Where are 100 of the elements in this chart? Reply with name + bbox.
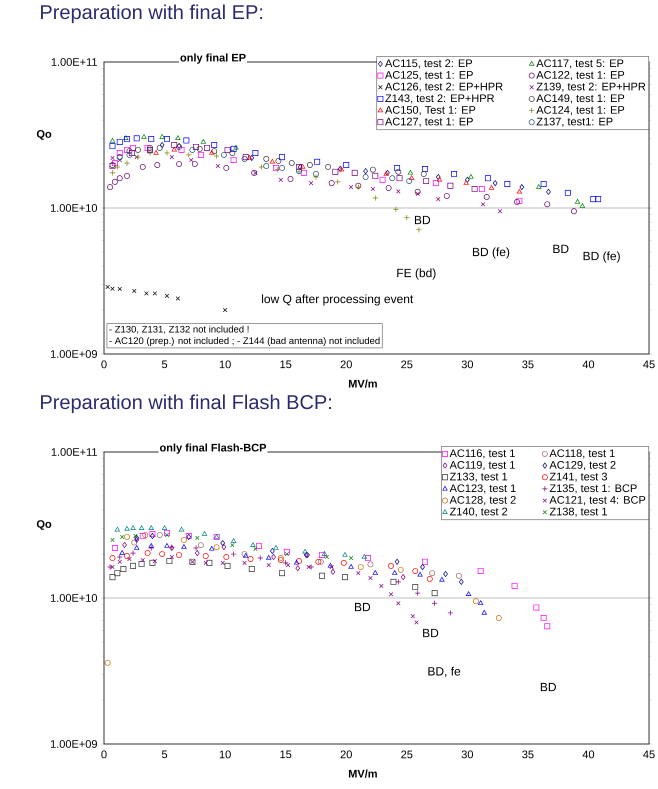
point: [229, 150, 236, 156]
annotation: BD: [540, 682, 556, 692]
x-tick-label: 0: [101, 750, 107, 758]
point: [395, 168, 402, 175]
point: [574, 199, 580, 204]
point: [250, 542, 256, 547]
point: [451, 171, 457, 177]
point: [170, 154, 174, 160]
point: [422, 166, 428, 172]
point: [352, 170, 358, 176]
point: [480, 202, 486, 206]
point: [370, 166, 376, 173]
point: [288, 160, 295, 166]
point: [164, 150, 170, 156]
point: [138, 561, 144, 567]
point: [263, 163, 270, 169]
point: [183, 138, 190, 144]
point: [396, 175, 402, 182]
point: [396, 601, 400, 606]
point: [496, 615, 502, 621]
point: [110, 143, 116, 149]
point: [414, 620, 419, 625]
point: [150, 560, 156, 566]
point: [432, 180, 439, 186]
legend-label: AC149, test 1: EP: [536, 94, 624, 104]
point: [273, 545, 279, 550]
point: [120, 566, 126, 572]
x-tick-label: 20: [340, 360, 352, 368]
x-axis-title: MV/m: [348, 770, 377, 778]
point: [127, 556, 132, 562]
point: [362, 554, 367, 559]
x-tick-label: 5: [162, 360, 168, 368]
point: [512, 582, 518, 589]
point: [112, 160, 118, 166]
legend-label: Z133, test 1: [450, 472, 508, 482]
point: [178, 526, 184, 532]
annotation: BD: [354, 602, 370, 612]
point: [263, 156, 270, 162]
point: [348, 556, 354, 560]
point: [447, 182, 454, 189]
point: [222, 544, 226, 550]
point: [192, 161, 198, 167]
point: [230, 157, 237, 163]
point: [488, 185, 494, 190]
legend-label: AC123, test 1: [450, 484, 516, 494]
point: [423, 178, 430, 184]
point: [156, 144, 163, 151]
point: [348, 564, 354, 569]
point: [140, 558, 145, 562]
point: [124, 534, 130, 540]
point: [484, 194, 490, 200]
x-tick-label: 15: [280, 750, 292, 758]
point: [516, 198, 522, 204]
point: [126, 148, 132, 154]
point: [498, 209, 502, 214]
legend-label: Z140, test 2: [450, 508, 508, 517]
point: [422, 558, 428, 565]
point: [540, 615, 547, 621]
x-tick-label: 25: [401, 360, 412, 368]
legend-label: AC127, test 1: EP: [385, 118, 473, 127]
point: [128, 150, 135, 156]
y-axis-title: Qo: [36, 130, 52, 140]
point: [466, 591, 472, 596]
legend-label: AC121, test 4: BCP: [549, 496, 646, 506]
point: [248, 566, 255, 572]
point: [110, 538, 115, 542]
point: [396, 189, 400, 194]
point: [544, 201, 550, 208]
point: [152, 558, 158, 564]
point: [204, 560, 208, 566]
point: [420, 171, 427, 177]
point: [124, 553, 130, 559]
point: [256, 543, 262, 549]
point: [114, 570, 120, 576]
annotation: BD (fe): [472, 247, 510, 259]
x-tick-label: 15: [280, 360, 292, 368]
point: [279, 570, 285, 576]
legend-label: AC128, test 2: [450, 496, 516, 506]
legend-label: Z141, test 3: [550, 472, 608, 482]
point: [484, 175, 491, 182]
point: [416, 226, 422, 233]
annotation: BD: [423, 628, 438, 638]
point: [504, 181, 510, 187]
point: [110, 555, 116, 561]
point: [270, 548, 275, 554]
legend-label: AC125, test 1: EP: [385, 70, 473, 80]
point: [266, 562, 271, 568]
legend-label: AC117, test 5: EP: [536, 59, 624, 68]
point: [202, 553, 209, 559]
point: [520, 184, 524, 190]
y-tick-label: 1.00E+09: [50, 740, 97, 748]
point: [148, 136, 154, 142]
point: [134, 545, 140, 550]
point: [343, 162, 350, 168]
point: [166, 558, 172, 564]
point: [209, 546, 214, 551]
point: [148, 543, 154, 548]
point: [214, 153, 220, 159]
point: [472, 598, 479, 604]
annotation: - Z130, Z131, Z132 not included !: [109, 326, 249, 334]
